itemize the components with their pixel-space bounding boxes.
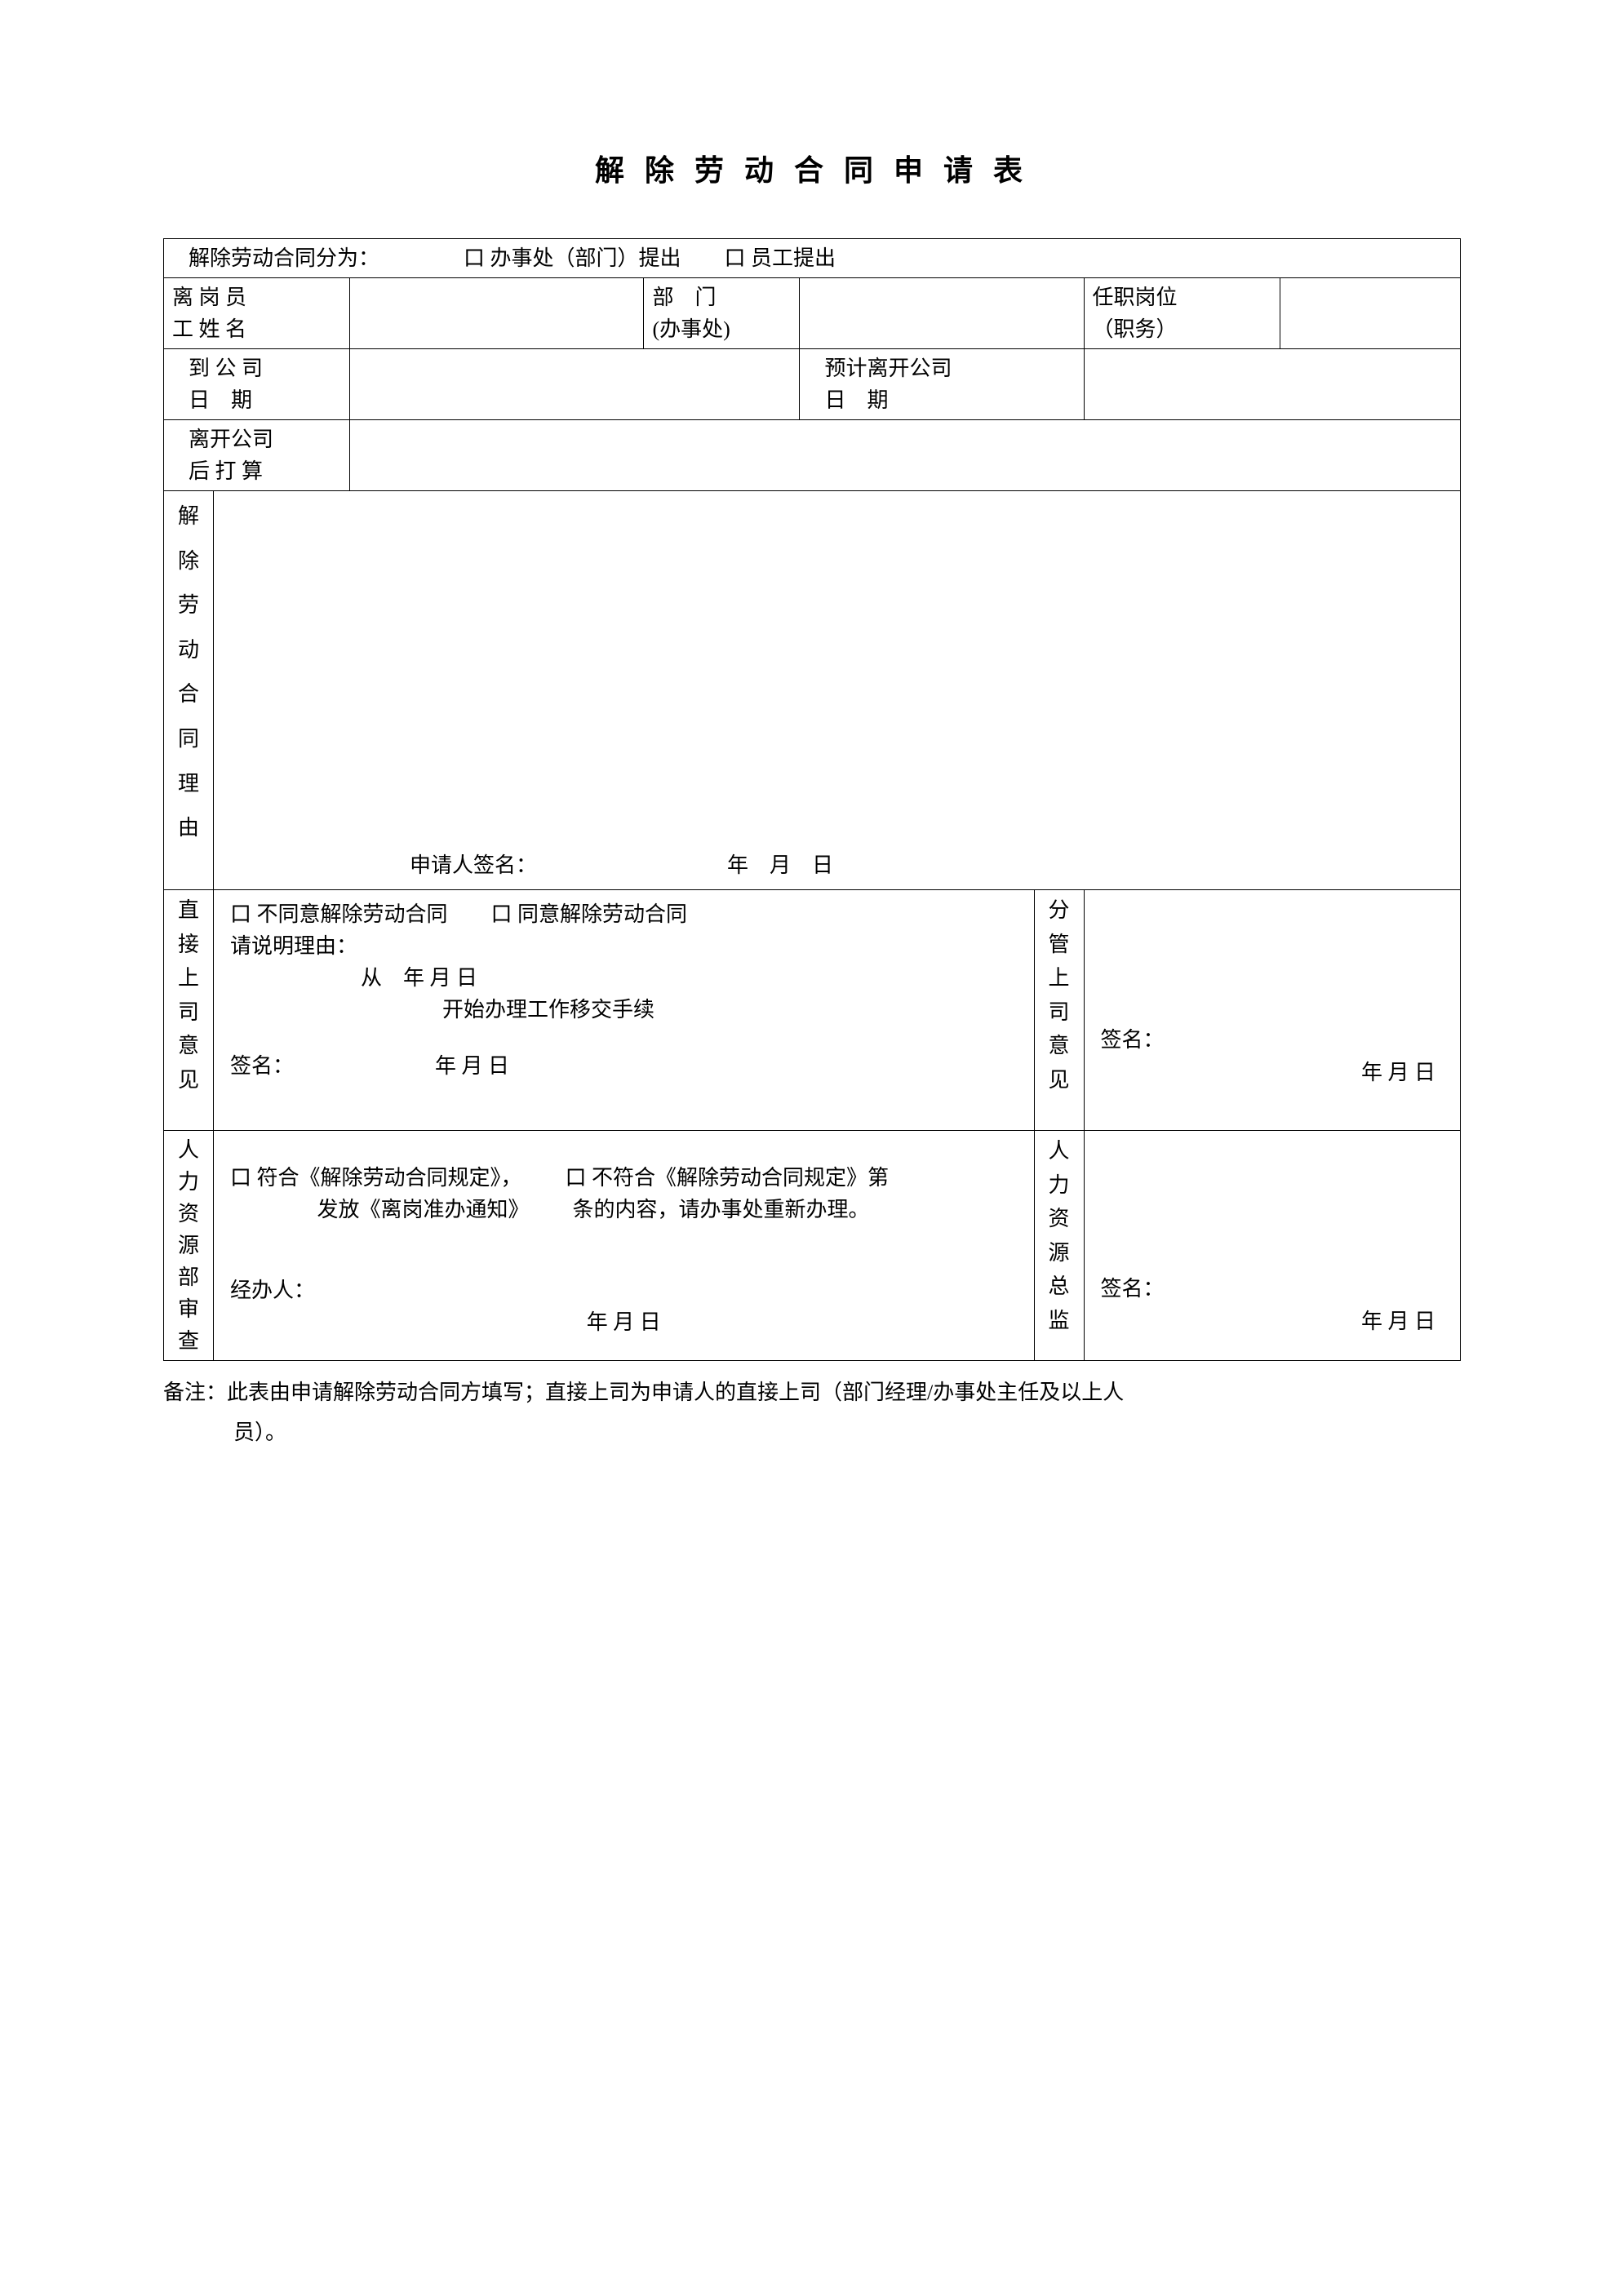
checkbox-agree-terminate[interactable]: 口 同意解除劳动合同: [491, 902, 688, 926]
application-form: 解除劳动合同分为： 口 办事处（部门）提出 口 员工提出 离 岗 员 工 姓 名…: [163, 238, 1461, 1361]
termination-type-row: 解除劳动合同分为： 口 办事处（部门）提出 口 员工提出: [164, 239, 1461, 278]
label-department: 部 门 (办事处): [644, 278, 800, 349]
field-after-leave-plan[interactable]: [350, 420, 1461, 491]
field-join-date[interactable]: [350, 349, 800, 420]
field-department[interactable]: [800, 278, 1084, 349]
checkbox-hr-noncompliant[interactable]: 口 不符合《解除劳动合同规定》第: [566, 1166, 890, 1190]
hr-date: 年 月 日: [230, 1306, 1018, 1338]
label-join-date: 到 公 司 日 期: [164, 349, 350, 420]
field-section-supervisor[interactable]: 签名： 年 月 日: [1084, 890, 1460, 1131]
termination-type-prefix: 解除劳动合同分为：: [189, 246, 379, 270]
field-expected-leave-date[interactable]: [1084, 349, 1460, 420]
label-termination-reason: 解 除 劳 动 合 同 理 由: [164, 491, 214, 890]
field-hr-review[interactable]: 口 符合《解除劳动合同规定》， 口 不符合《解除劳动合同规定》第 发放《离岗准办…: [214, 1131, 1035, 1361]
hr-director-signature-label: 签名：: [1101, 1273, 1165, 1305]
supervisor-handover-text: 开始办理工作移交手续: [230, 994, 1018, 1026]
footnote: 备注：此表由申请解除劳动合同方填写；直接上司为申请人的直接上司（部门经理/办事处…: [163, 1372, 1461, 1453]
field-hr-director[interactable]: 签名： 年 月 日: [1084, 1131, 1460, 1361]
section-supervisor-signature-label: 签名：: [1101, 1024, 1165, 1056]
footnote-line1: 此表由申请解除劳动合同方填写；直接上司为申请人的直接上司（部门经理/办事处主任及…: [227, 1381, 1124, 1404]
page: 解 除 劳 动 合 同 申 请 表 解除劳动合同分为： 口 办事处（部门）提出 …: [0, 0, 1624, 1453]
supervisor-explain-label: 请说明理由：: [230, 930, 1018, 962]
field-termination-reason[interactable]: 申请人签名： 年 月 日: [214, 491, 1461, 890]
label-direct-supervisor: 直 接 上 司 意 见: [164, 890, 214, 1131]
label-hr-director: 人 力 资 源 总 监: [1034, 1131, 1084, 1361]
checkbox-hr-compliant[interactable]: 口 符合《解除劳动合同规定》，: [230, 1166, 522, 1190]
label-position: 任职岗位 （职务）: [1084, 278, 1280, 349]
section-supervisor-date: 年 月 日: [1361, 1057, 1435, 1088]
hr-issue-notice: 发放《离岗准办通知》: [317, 1198, 530, 1221]
field-direct-supervisor[interactable]: 口 不同意解除劳动合同 口 同意解除劳动合同 请说明理由： 从 年 月 日 开始…: [214, 890, 1035, 1131]
hr-director-date: 年 月 日: [1361, 1305, 1435, 1337]
supervisor-date: 年 月 日: [435, 1054, 509, 1078]
field-employee-name[interactable]: [350, 278, 644, 349]
hr-handler-label: 经办人：: [230, 1274, 1018, 1306]
checkbox-disagree-terminate[interactable]: 口 不同意解除劳动合同: [230, 902, 448, 926]
label-after-leave-plan: 离开公司 后 打 算: [164, 420, 350, 491]
supervisor-signature-label: 签名：: [230, 1054, 294, 1078]
label-employee-name: 离 岗 员 工 姓 名: [164, 278, 350, 349]
footnote-line2: 员）。: [163, 1412, 1461, 1452]
checkbox-dept-proposed[interactable]: 口 办事处（部门）提出: [464, 246, 681, 270]
applicant-signature-line: 申请人签名： 年 月 日: [222, 849, 1452, 881]
page-title: 解 除 劳 动 合 同 申 请 表: [163, 147, 1461, 189]
footnote-prefix: 备注：: [163, 1381, 227, 1404]
applicant-signature-date: 年 月 日: [727, 853, 833, 877]
supervisor-from-date: 从 年 月 日: [230, 962, 1018, 994]
hr-clause-text: 条的内容，请办事处重新办理。: [573, 1198, 870, 1221]
label-expected-leave-date: 预计离开公司 日 期: [800, 349, 1084, 420]
label-section-supervisor: 分 管 上 司 意 见: [1034, 890, 1084, 1131]
field-position[interactable]: [1280, 278, 1461, 349]
checkbox-employee-proposed[interactable]: 口 员工提出: [725, 246, 836, 270]
applicant-signature-label: 申请人签名：: [410, 853, 537, 877]
label-hr-review: 人 力 资 源 部 审 查: [164, 1131, 214, 1361]
